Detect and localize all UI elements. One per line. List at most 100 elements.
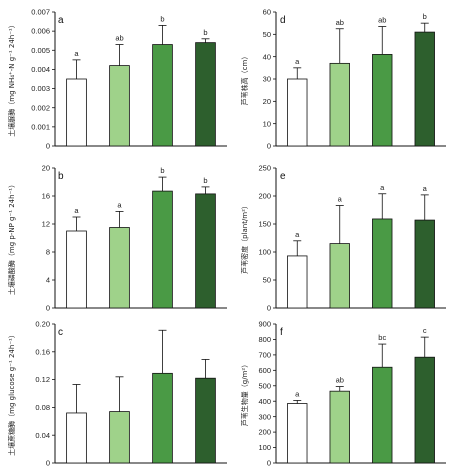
y-tick-label: 0.002 — [31, 103, 50, 112]
y-tick-label: 20 — [263, 97, 271, 106]
y-tick-label: 600 — [258, 366, 271, 375]
panel-label: f — [280, 327, 283, 338]
significance-label: b — [160, 166, 164, 175]
panel-e: 0 50 100 150 200 250 e 芦苇密度（plant/m²） a a a a — [240, 164, 446, 313]
bar — [372, 54, 393, 147]
bar — [195, 377, 216, 464]
y-tick-label: 8 — [46, 248, 50, 257]
y-axis-label: 芦苇生物量（g/m²） — [240, 361, 249, 426]
panel-f: 0 100 200 300 400 500 600 700 800 900 f 芦苇生物量（g/m²）… — [240, 320, 446, 468]
y-tick-label: 500 — [258, 381, 271, 390]
y-tick-label: 150 — [258, 220, 271, 229]
significance-label: ab — [336, 376, 344, 385]
bar — [66, 412, 87, 464]
y-tick-label: 0.16 — [35, 347, 50, 356]
y-tick-label: 700 — [258, 350, 271, 359]
y-tick-label: 200 — [258, 428, 271, 437]
panel-d: 0 10 20 30 40 50 60 d 芦苇株高（cm） a ab ab b — [240, 8, 446, 151]
y-tick-label: 0.006 — [31, 27, 50, 36]
y-tick-label: 10 — [263, 119, 271, 128]
significance-label: ab — [115, 34, 123, 43]
significance-label: ab — [378, 16, 386, 25]
bar — [195, 42, 216, 147]
y-tick-label: 0 — [267, 304, 271, 313]
y-tick-label: 4 — [46, 276, 50, 285]
bar — [287, 255, 308, 309]
panel-label: c — [58, 327, 63, 338]
bar — [109, 227, 130, 309]
y-tick-label: 900 — [258, 320, 271, 329]
bar — [329, 243, 350, 309]
bar — [152, 190, 173, 309]
panel-b: 0 4 8 12 16 20 b 土壤磷酸酶（mg p-NP g⁻¹ 24h⁻¹） a a b b — [7, 164, 227, 313]
y-tick-label: 0.08 — [35, 403, 50, 412]
y-tick-label: 100 — [258, 443, 271, 452]
significance-label: a — [338, 195, 343, 204]
bar — [329, 62, 350, 147]
y-tick-label: 40 — [263, 52, 271, 61]
y-axis-label: 土壤蔗糖酶（mg glucose g⁻¹ 24h⁻¹） — [7, 331, 16, 456]
bar — [372, 366, 393, 464]
y-tick-label: 12 — [42, 220, 50, 229]
bar — [66, 78, 87, 147]
significance-label: a — [74, 49, 79, 58]
y-axis-label: 芦苇株高（cm） — [240, 53, 249, 106]
y-tick-label: 0.007 — [31, 8, 50, 17]
panel-label: e — [280, 171, 286, 182]
panel-c: 0 0.04 0.08 0.12 0.16 0.20 c 土壤蔗糖酶（mg glucose g… — [7, 320, 227, 468]
significance-label: a — [74, 206, 79, 215]
y-tick-label: 20 — [42, 164, 50, 173]
y-tick-label: 0 — [267, 142, 271, 151]
y-tick-label: 200 — [258, 192, 271, 201]
panel-label: b — [58, 171, 64, 182]
y-tick-label: 100 — [258, 248, 271, 257]
y-tick-label: 0.20 — [35, 320, 50, 329]
significance-label: b — [203, 28, 207, 37]
bar — [287, 403, 308, 464]
y-tick-label: 0.004 — [31, 65, 50, 74]
bar — [195, 193, 216, 309]
y-tick-label: 0 — [46, 459, 50, 468]
y-tick-label: 16 — [42, 192, 50, 201]
y-tick-label: 0.005 — [31, 46, 50, 55]
bar — [414, 31, 435, 147]
significance-label: b — [203, 176, 207, 185]
y-tick-label: 30 — [263, 75, 271, 84]
y-tick-label: 60 — [263, 8, 271, 17]
y-tick-label: 800 — [258, 335, 271, 344]
y-tick-label: 250 — [258, 164, 271, 173]
significance-label: a — [295, 389, 300, 398]
significance-label: c — [423, 326, 427, 335]
panel-label: a — [58, 15, 64, 26]
panel-a: 0 0.001 0.002 0.003 0.004 0.005 0.006 0.007 a 土壤脲… — [7, 8, 227, 151]
bar — [66, 230, 87, 309]
bar — [287, 78, 308, 147]
significance-label: a — [117, 200, 122, 209]
y-tick-label: 0.12 — [35, 375, 50, 384]
significance-label: b — [423, 12, 427, 21]
bar — [109, 411, 130, 464]
bar — [109, 65, 130, 147]
bar — [329, 390, 350, 464]
bar — [152, 44, 173, 147]
significance-label: bc — [378, 333, 386, 342]
panel-label: d — [280, 15, 286, 26]
bar — [372, 218, 393, 309]
y-tick-label: 0.04 — [35, 431, 50, 440]
significance-label: a — [380, 183, 385, 192]
y-tick-label: 400 — [258, 397, 271, 406]
y-axis-label: 芦苇密度（plant/m²） — [240, 202, 249, 274]
y-tick-label: 50 — [263, 30, 271, 39]
y-tick-label: 300 — [258, 412, 271, 421]
y-axis-label: 土壤脲酶（mg NH₄⁺-N g⁻¹ 24h⁻¹） — [7, 21, 16, 137]
y-tick-label: 0 — [46, 142, 50, 151]
y-tick-label: 0 — [46, 304, 50, 313]
significance-label: b — [160, 14, 164, 23]
y-tick-label: 0 — [267, 459, 271, 468]
y-tick-label: 0.003 — [31, 84, 50, 93]
y-tick-label: 50 — [263, 276, 271, 285]
significance-label: a — [295, 57, 300, 66]
y-tick-label: 0.001 — [31, 122, 50, 131]
significance-label: a — [423, 184, 428, 193]
